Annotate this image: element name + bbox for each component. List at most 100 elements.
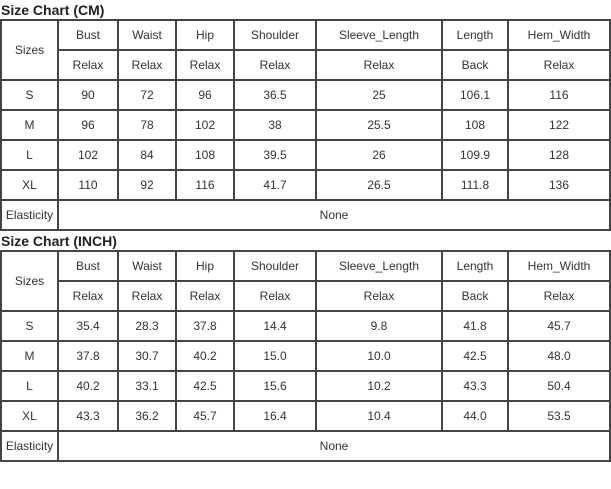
- measurement-cell: 102: [57, 139, 119, 171]
- measurement-cell: 43.3: [441, 370, 509, 402]
- size-label: S: [0, 79, 59, 111]
- measurement-cell: 48.0: [507, 340, 611, 372]
- fit-type-cell: Relax: [57, 49, 119, 81]
- measurement-cell: 14.4: [233, 310, 317, 342]
- column-header: Hem_Width: [507, 250, 611, 282]
- fit-type-cell: Relax: [57, 280, 119, 312]
- measurement-cell: 136: [507, 169, 611, 201]
- elasticity-value: None: [57, 199, 611, 231]
- fit-type-cell: Relax: [507, 49, 611, 81]
- measurement-cell: 106.1: [441, 79, 509, 111]
- fit-type-cell: Relax: [315, 280, 443, 312]
- measurement-cell: 53.5: [507, 400, 611, 432]
- measurement-cell: 40.2: [57, 370, 119, 402]
- fit-type-cell: Relax: [315, 49, 443, 81]
- measurement-cell: 33.1: [117, 370, 177, 402]
- measurement-cell: 10.4: [315, 400, 443, 432]
- table-row: XL 43.3 36.2 45.7 16.4 10.4 44.0 53.5: [0, 400, 611, 432]
- measurement-cell: 16.4: [233, 400, 317, 432]
- header-row: Sizes Bust Waist Hip Shoulder Sleeve_Length Le…: [0, 250, 611, 312]
- measurement-cell: 108: [441, 109, 509, 141]
- column-header: Sleeve_Length: [315, 19, 443, 51]
- column-header: Sleeve_Length: [315, 250, 443, 282]
- measurement-cell: 43.3: [57, 400, 119, 432]
- measurement-cell: 110: [57, 169, 119, 201]
- measurement-cell: 84: [117, 139, 177, 171]
- measurement-cell: 36.2: [117, 400, 177, 432]
- measurement-cell: 40.2: [175, 340, 235, 372]
- size-chart-table: Sizes Bust Waist Hip Shoulder Sleeve_Length Le…: [0, 250, 611, 462]
- subheader-row: Relax Relax Relax Relax Relax Back Relax: [1, 280, 611, 312]
- measurement-cell: 37.8: [175, 310, 235, 342]
- measurement-cell: 44.0: [441, 400, 509, 432]
- measurement-cell: 42.5: [441, 340, 509, 372]
- elasticity-row: Elasticity None: [0, 199, 611, 231]
- measurement-cell: 92: [117, 169, 177, 201]
- column-header: Length: [441, 19, 509, 51]
- elasticity-value: None: [57, 430, 611, 462]
- column-header: Waist: [117, 19, 177, 51]
- measurement-cell: 15.6: [233, 370, 317, 402]
- measurement-cell: 26.5: [315, 169, 443, 201]
- measurement-cell: 78: [117, 109, 177, 141]
- header-row: Sizes Bust Waist Hip Shoulder Sleeve_Length Le…: [0, 19, 611, 81]
- fit-type-cell: Relax: [507, 280, 611, 312]
- measurement-cell: 45.7: [175, 400, 235, 432]
- size-chart-table: Sizes Bust Waist Hip Shoulder Sleeve_Length Le…: [0, 19, 611, 231]
- fit-type-cell: Relax: [233, 49, 317, 81]
- measurement-cell: 90: [57, 79, 119, 111]
- column-header: Waist: [117, 250, 177, 282]
- measurement-cell: 10.0: [315, 340, 443, 372]
- measurement-cell: 41.8: [441, 310, 509, 342]
- measurement-cell: 50.4: [507, 370, 611, 402]
- fit-type-cell: Relax: [233, 280, 317, 312]
- table-row: S 35.4 28.3 37.8 14.4 9.8 41.8 45.7: [0, 310, 611, 342]
- size-label: XL: [0, 169, 59, 201]
- size-label: L: [0, 370, 59, 402]
- measurement-cell: 96: [57, 109, 119, 141]
- subheader-row: Relax Relax Relax Relax Relax Back Relax: [1, 49, 611, 81]
- elasticity-label: Elasticity: [0, 199, 59, 231]
- column-header: Shoulder: [233, 250, 317, 282]
- measurement-cell: 42.5: [175, 370, 235, 402]
- fit-type-cell: Relax: [117, 280, 177, 312]
- measurement-cell: 72: [117, 79, 177, 111]
- fit-type-cell: Relax: [117, 49, 177, 81]
- size-label: S: [0, 310, 59, 342]
- column-header: Hip: [175, 19, 235, 51]
- measurement-cell: 37.8: [57, 340, 119, 372]
- measurement-cell: 116: [507, 79, 611, 111]
- elasticity-label: Elasticity: [0, 430, 59, 462]
- measurement-cell: 9.8: [315, 310, 443, 342]
- measurement-cell: 26: [315, 139, 443, 171]
- fit-type-cell: Back: [441, 49, 509, 81]
- table-row: L 40.2 33.1 42.5 15.6 10.2 43.3 50.4: [0, 370, 611, 402]
- size-label: XL: [0, 400, 59, 432]
- measurement-cell: 108: [175, 139, 235, 171]
- size-chart-title: Size Chart (INCH): [1, 233, 117, 249]
- column-header: Hip: [175, 250, 235, 282]
- size-charts: Size Chart (CM) Sizes Bust Waist Hip Shoulder…: [0, 1, 611, 462]
- table-row: XL 110 92 116 41.7 26.5 111.8 136: [0, 169, 611, 201]
- sizes-header: Sizes: [0, 19, 59, 81]
- column-header: Shoulder: [233, 19, 317, 51]
- size-label: L: [0, 139, 59, 171]
- measurement-cell: 36.5: [233, 79, 317, 111]
- column-header: Hem_Width: [507, 19, 611, 51]
- measurement-cell: 116: [175, 169, 235, 201]
- size-label: M: [0, 109, 59, 141]
- measurement-cell: 10.2: [315, 370, 443, 402]
- measurement-cell: 39.5: [233, 139, 317, 171]
- table-row: S 90 72 96 36.5 25 106.1 116: [0, 79, 611, 111]
- measurement-cell: 41.7: [233, 169, 317, 201]
- table-row: M 96 78 102 38 25.5 108 122: [0, 109, 611, 141]
- measurement-cell: 28.3: [117, 310, 177, 342]
- table-row: L 102 84 108 39.5 26 109.9 128: [0, 139, 611, 171]
- measurement-cell: 15.0: [233, 340, 317, 372]
- measurement-cell: 35.4: [57, 310, 119, 342]
- measurement-cell: 25: [315, 79, 443, 111]
- measurement-cell: 25.5: [315, 109, 443, 141]
- measurement-cell: 122: [507, 109, 611, 141]
- column-header: Bust: [57, 19, 119, 51]
- measurement-cell: 102: [175, 109, 235, 141]
